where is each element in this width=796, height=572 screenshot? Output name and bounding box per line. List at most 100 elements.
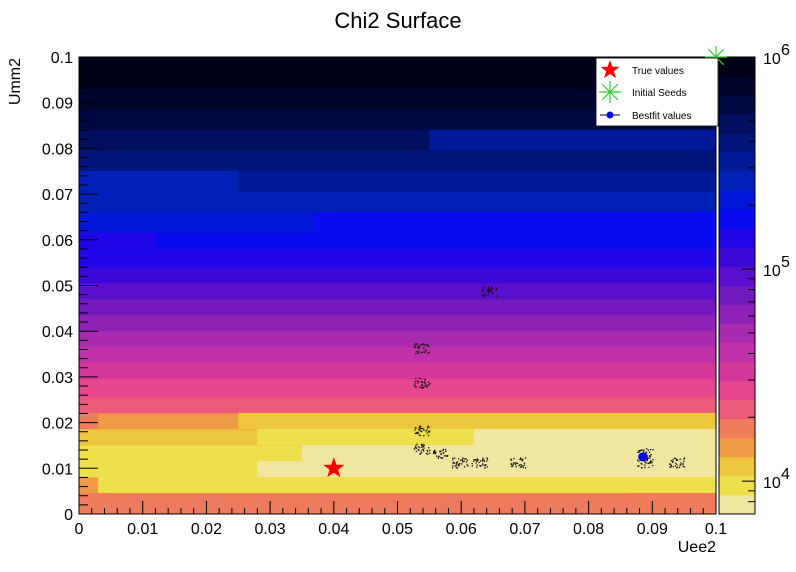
heatmap-step <box>79 170 239 192</box>
heatmap-region <box>79 492 111 514</box>
noise-patch <box>451 457 469 469</box>
y-tick-label: 0.01 <box>42 461 73 478</box>
heatmap-region <box>473 428 716 445</box>
heatmap-step <box>79 346 156 363</box>
noise-patch <box>413 343 430 355</box>
noise-patch <box>413 443 431 455</box>
noise-patch <box>510 457 527 469</box>
x-tick-label: 0.05 <box>382 521 413 538</box>
legend-entry: True values <box>632 66 684 77</box>
heatmap-step <box>429 129 716 151</box>
colorbar-swatch <box>719 380 755 401</box>
noise-patch <box>471 457 489 469</box>
heatmap-region <box>257 428 474 445</box>
colorbar-swatch <box>719 114 755 134</box>
colorbar-swatch <box>719 133 755 153</box>
colorbar-tick-label: 104 <box>763 466 790 492</box>
heatmap-band <box>79 232 716 249</box>
heatmap-band <box>79 266 716 284</box>
colorbar-swatch <box>719 171 755 191</box>
x-axis: 0 0.01 0.02 0.03 0.04 0.05 0.06 0.07 0.08 0.09 0.1 <box>75 501 727 538</box>
x-tick-label: 0.1 <box>705 521 727 538</box>
colorbar-swatch <box>719 152 755 172</box>
svg-text:10: 10 <box>763 51 781 68</box>
heatmap-highlights <box>79 413 717 514</box>
colorbar-swatch <box>719 342 755 363</box>
marker-bestfit-values <box>638 452 648 462</box>
y-axis-label: Umm2 <box>7 58 24 105</box>
legend: True values Initial Seeds Bestfit values <box>595 57 719 127</box>
colorbar-swatch <box>719 228 755 248</box>
x-tick-label: 0.08 <box>573 521 604 538</box>
colorbar-swatch <box>719 190 755 210</box>
y-tick-label: 0.06 <box>42 233 73 250</box>
x-tick-label: 0.03 <box>255 521 286 538</box>
colorbar-tick-label: 105 <box>763 254 790 280</box>
legend-marker-bestfit-values <box>606 111 614 119</box>
heatmap-region <box>79 413 99 429</box>
heatmap-band <box>79 346 716 364</box>
colorbar-swatch <box>719 247 755 267</box>
x-tick-label: 0.06 <box>446 521 477 538</box>
noise-patch <box>432 448 449 460</box>
noise-patch <box>481 286 498 298</box>
y-axis: 0 0.01 0.02 0.03 0.04 0.05 0.06 0.07 0.08 0.09 0.1 <box>42 50 98 524</box>
svg-text:4: 4 <box>781 466 790 483</box>
heatmap-band <box>79 298 716 316</box>
y-tick-label: 0 <box>64 507 73 524</box>
svg-text:10: 10 <box>763 263 781 280</box>
y-tick-label: 0.08 <box>42 141 73 158</box>
colorbar-swatch <box>719 475 755 496</box>
colorbar-swatch <box>719 304 755 324</box>
heatmap-band <box>79 191 716 213</box>
colorbar-swatch <box>719 266 755 286</box>
heatmap-step <box>480 314 716 331</box>
heatmap-step <box>79 232 156 249</box>
heatmap-region <box>98 476 717 493</box>
y-tick-label: 0.03 <box>42 370 73 387</box>
colorbar-swatch <box>719 209 755 229</box>
heatmap-band <box>79 150 716 172</box>
legend-entry: Initial Seeds <box>632 88 686 99</box>
noise-patch <box>413 377 431 389</box>
x-tick-label: 0.07 <box>509 521 540 538</box>
chart-title: Chi2 Surface <box>334 8 461 33</box>
colorbar-swatch <box>719 494 755 515</box>
noise-patch <box>668 457 686 469</box>
y-tick-label: 0.09 <box>42 96 73 113</box>
y-tick-label: 0.04 <box>42 324 73 341</box>
heatmap-region <box>626 492 716 514</box>
y-tick-label: 0.05 <box>42 279 73 296</box>
heatmap-step <box>79 88 576 110</box>
heatmap-region <box>257 460 716 477</box>
colorbar-tick-label: 106 <box>763 42 790 68</box>
legend-marker-true-values <box>600 60 620 79</box>
y-tick-label: 0.02 <box>42 416 73 433</box>
x-tick-label: 0.09 <box>637 521 668 538</box>
svg-text:6: 6 <box>781 42 790 59</box>
heatmap-region <box>301 444 716 461</box>
y-tick-label: 0.07 <box>42 187 73 204</box>
x-axis-label: Uee2 <box>678 539 716 556</box>
svg-text:5: 5 <box>781 254 790 271</box>
colorbar-swatch <box>719 456 755 477</box>
heatmap-region <box>238 413 716 429</box>
marker-true-values <box>323 457 345 478</box>
heatmap-band <box>79 282 716 300</box>
colorbar-swatch <box>719 399 755 420</box>
colorbar-swatch <box>719 57 755 77</box>
colorbar-swatch <box>719 76 755 96</box>
heatmap-step <box>314 211 716 233</box>
y-tick-label: 0.1 <box>51 50 73 67</box>
x-tick-label: 0.02 <box>191 521 222 538</box>
heatmap-band <box>79 109 716 131</box>
colorbar-swatch <box>719 323 755 344</box>
legend-entry: Bestfit values <box>632 111 691 122</box>
colorbar-swatch <box>719 361 755 382</box>
colorbar-swatch <box>719 418 755 439</box>
heatmap-step <box>79 362 207 379</box>
heatmap-band <box>79 397 716 414</box>
colorbar-swatch <box>719 437 755 458</box>
heatmap-band <box>79 330 716 348</box>
